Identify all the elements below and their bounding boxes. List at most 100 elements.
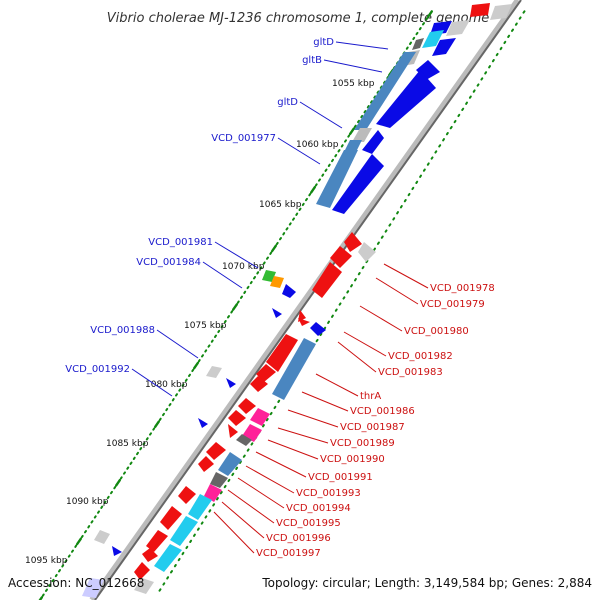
feature-glyph[interactable] xyxy=(188,494,212,520)
gene-label[interactable]: gltD xyxy=(277,97,298,108)
feature-glyph[interactable] xyxy=(432,38,456,56)
scale-dot xyxy=(388,223,392,227)
gene-label[interactable]: thrA xyxy=(360,391,381,402)
feature-glyph[interactable] xyxy=(160,506,182,530)
feature-glyph[interactable] xyxy=(344,140,362,152)
tick-label: 1065 kbp xyxy=(259,200,302,210)
scale-dot xyxy=(87,525,91,529)
feature-glyph[interactable] xyxy=(298,318,310,326)
gene-label[interactable]: VCD_001996 xyxy=(266,533,331,544)
scale-dot xyxy=(110,490,113,495)
feature-glyph[interactable] xyxy=(142,548,158,562)
scale-tick xyxy=(153,420,161,428)
scale-dot xyxy=(171,398,175,402)
feature-glyph[interactable] xyxy=(170,516,198,546)
gene-label[interactable]: VCD_001987 xyxy=(340,422,405,433)
scale-dot xyxy=(212,503,216,507)
feature-glyph[interactable] xyxy=(250,376,268,392)
feature-glyph[interactable] xyxy=(470,3,490,17)
feature-glyph[interactable] xyxy=(218,452,242,476)
scale-dot xyxy=(139,447,143,451)
gene-label[interactable]: gltB xyxy=(302,55,322,66)
scale-dot xyxy=(403,199,407,203)
feature-glyph[interactable] xyxy=(490,4,512,20)
scale-dot xyxy=(407,192,411,197)
gene-label[interactable]: VCD_001989 xyxy=(330,438,395,449)
feature-glyph[interactable] xyxy=(112,546,122,556)
gene-label[interactable]: VCD_001992 xyxy=(65,364,130,375)
feature-glyph[interactable] xyxy=(250,408,270,426)
feature-glyph[interactable] xyxy=(330,246,352,268)
feature-glyph[interactable] xyxy=(238,398,256,414)
gene-label[interactable]: VCD_001978 xyxy=(430,283,495,294)
feature-glyph[interactable] xyxy=(228,424,238,438)
feature-glyph[interactable] xyxy=(236,434,252,446)
scale-dot xyxy=(223,484,227,489)
gene-label[interactable]: VCD_001991 xyxy=(308,472,373,483)
feature-glyph[interactable] xyxy=(272,308,282,318)
feature-glyph[interactable] xyxy=(256,364,276,382)
gene-label[interactable]: VCD_001983 xyxy=(378,367,443,378)
feature-glyph[interactable] xyxy=(206,366,222,378)
scale-dot xyxy=(357,119,360,124)
gene-label[interactable]: VCD_001986 xyxy=(350,406,415,417)
feature-glyph[interactable] xyxy=(362,130,384,154)
feature-glyph[interactable] xyxy=(310,322,326,336)
scale-dot xyxy=(292,217,295,221)
feature-glyph[interactable] xyxy=(282,284,296,298)
feature-glyph[interactable] xyxy=(412,38,424,50)
feature-glyph[interactable] xyxy=(206,442,226,460)
scale-dot xyxy=(48,583,52,587)
feature-glyph[interactable] xyxy=(262,270,276,282)
feature-glyph[interactable] xyxy=(446,20,470,36)
scale-dot xyxy=(126,466,130,470)
feature-glyph[interactable] xyxy=(266,334,298,372)
feature-glyph[interactable] xyxy=(270,276,284,288)
feature-glyph[interactable] xyxy=(210,472,228,488)
feature-glyph[interactable] xyxy=(178,486,196,504)
feature-glyph[interactable] xyxy=(352,128,372,142)
scale-dot xyxy=(149,432,152,436)
gene-label[interactable]: VCD_001997 xyxy=(256,548,321,559)
feature-glyph[interactable] xyxy=(198,456,214,472)
scale-dot xyxy=(219,491,223,495)
feature-glyph[interactable] xyxy=(376,70,436,128)
feature-glyph[interactable] xyxy=(154,544,182,572)
feature-glyph[interactable] xyxy=(228,410,246,426)
scale-dot xyxy=(132,456,136,460)
feature-glyph[interactable] xyxy=(312,262,342,298)
scale-dot xyxy=(282,232,286,236)
gene-label[interactable]: VCD_001995 xyxy=(276,518,341,529)
scale-dot xyxy=(175,393,178,397)
feature-glyph[interactable] xyxy=(204,484,222,502)
feature-glyph[interactable] xyxy=(344,232,362,252)
feature-glyph[interactable] xyxy=(332,154,384,214)
gene-label[interactable]: VCD_001984 xyxy=(136,257,201,268)
feature-glyph[interactable] xyxy=(146,530,168,552)
gene-label[interactable]: VCD_001982 xyxy=(388,351,453,362)
feature-glyph[interactable] xyxy=(272,338,316,400)
feature-glyph[interactable] xyxy=(354,52,416,130)
gene-label[interactable]: VCD_001981 xyxy=(148,237,213,248)
gene-label[interactable]: VCD_001988 xyxy=(90,325,155,336)
feature-glyph[interactable] xyxy=(134,578,154,594)
gene-label[interactable]: VCD_001994 xyxy=(286,503,351,514)
scale-dot xyxy=(392,217,396,221)
scale-dot xyxy=(90,520,94,524)
gene-label[interactable]: gltD xyxy=(313,37,334,48)
feature-glyph[interactable] xyxy=(316,150,358,208)
feature-glyph[interactable] xyxy=(422,30,444,48)
gene-label[interactable]: VCD_001979 xyxy=(420,299,485,310)
feature-glyph[interactable] xyxy=(226,378,236,388)
gene-label[interactable]: VCD_001990 xyxy=(320,454,385,465)
feature-glyph[interactable] xyxy=(94,530,110,544)
feature-glyph[interactable] xyxy=(82,578,104,598)
scale-dot xyxy=(430,156,434,160)
feature-glyph[interactable] xyxy=(198,418,208,428)
gene-label[interactable]: VCD_001993 xyxy=(296,488,361,499)
feature-glyph[interactable] xyxy=(358,242,376,262)
gene-label[interactable]: VCD_001980 xyxy=(404,326,469,337)
gene-label[interactable]: VCD_001977 xyxy=(211,133,276,144)
feature-glyph[interactable] xyxy=(134,562,150,580)
